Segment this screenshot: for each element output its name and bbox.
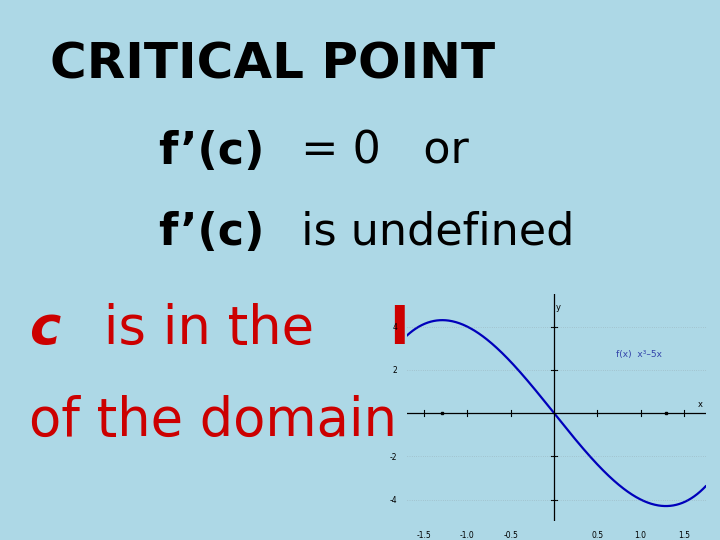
Text: CRITICAL POINT: CRITICAL POINT — [50, 41, 495, 89]
Text: f’(c): f’(c) — [158, 130, 265, 173]
Text: is in the: is in the — [87, 303, 330, 355]
Text: f(x)  x³–5x: f(x) x³–5x — [616, 350, 662, 359]
Text: x: x — [698, 400, 703, 409]
Text: = 0   or: = 0 or — [287, 130, 469, 173]
Text: f’(c): f’(c) — [158, 211, 265, 254]
Text: is undefined: is undefined — [287, 211, 575, 254]
Text: c: c — [29, 303, 60, 355]
Text: INTERIOR: INTERIOR — [389, 303, 670, 355]
Text: of the domain !!: of the domain !! — [29, 395, 456, 447]
Text: y: y — [556, 302, 561, 312]
